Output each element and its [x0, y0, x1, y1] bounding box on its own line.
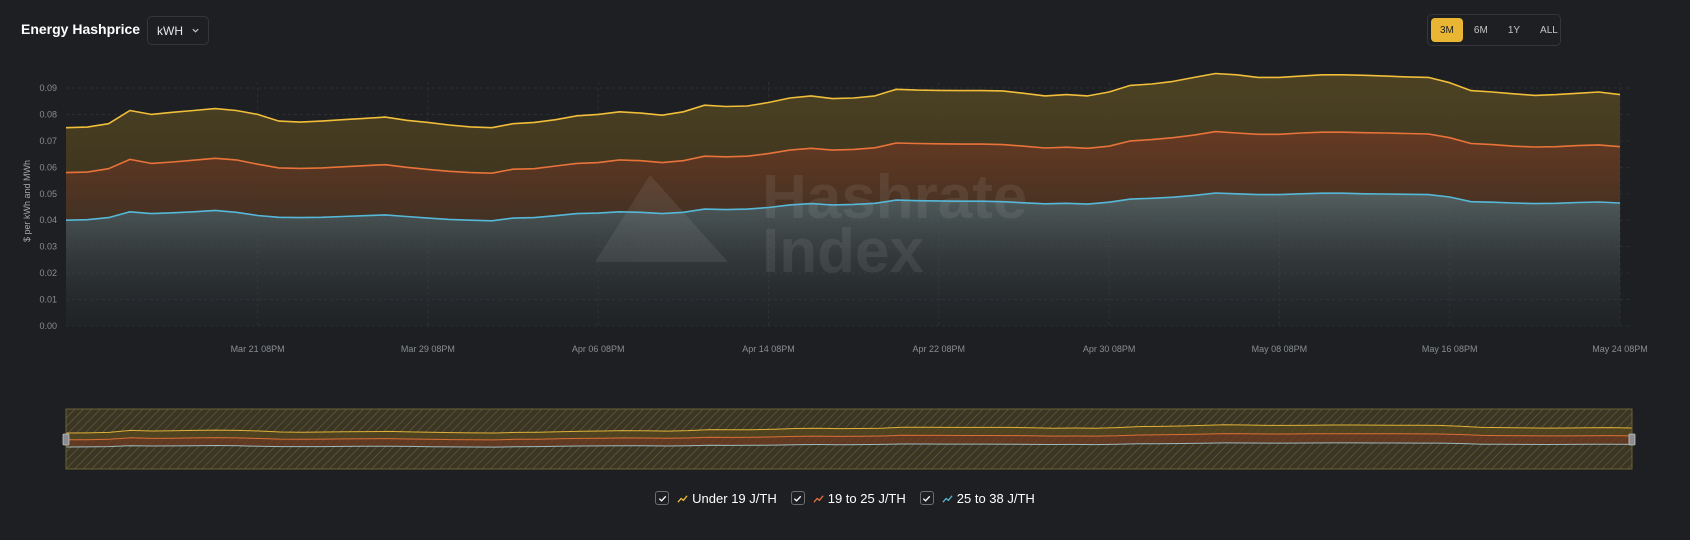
- legend-label: 19 to 25 J/TH: [827, 490, 906, 506]
- legend-item-19-to-25[interactable]: 19 to 25 J/TH: [790, 488, 906, 508]
- time-range-selector: 3M 6M 1Y ALL: [1427, 14, 1561, 46]
- x-tick-label: May 24 08PM: [1592, 344, 1648, 354]
- watermark-mark: [595, 175, 728, 262]
- x-tick-label: May 08 08PM: [1252, 344, 1308, 354]
- x-tick-label: Apr 30 08PM: [1083, 344, 1136, 354]
- y-tick-label: 0.02: [39, 268, 57, 278]
- line-series-icon: [813, 493, 824, 504]
- x-tick-label: Apr 14 08PM: [742, 344, 795, 354]
- y-tick-label: 0.05: [39, 189, 57, 199]
- y-tick-label: 0.07: [39, 136, 57, 146]
- unit-dropdown[interactable]: kWH: [147, 16, 209, 45]
- checkbox-25-to-38[interactable]: [919, 491, 934, 505]
- y-tick-label: 0.00: [39, 321, 57, 331]
- navigator-line-25-to-38: [65, 442, 1633, 448]
- chart-legend: Under 19 J/TH 19 to 25 J/TH 25 to 38 J/T…: [0, 488, 1690, 508]
- legend-item-25-to-38[interactable]: 25 to 38 J/TH: [919, 488, 1035, 508]
- navigator-handle-right[interactable]: [1628, 433, 1636, 446]
- checkmark-icon: [923, 495, 931, 502]
- chevron-down-icon: [192, 28, 199, 33]
- y-tick-label: 0.09: [39, 83, 57, 93]
- hashprice-chart: 0.00 0.01 0.02 0.03 0.04 0.05 0.06 0.07 0.08 0.09…: [22, 72, 1648, 470]
- legend-item-under-19[interactable]: Under 19 J/TH: [655, 488, 777, 508]
- y-tick-label: 0.03: [39, 242, 57, 252]
- x-tick-label: Mar 21 08PM: [231, 344, 285, 354]
- y-tick-label: 0.04: [39, 215, 57, 225]
- navigator-area-19-to-25: [66, 433, 1632, 448]
- navigator-area-under-19: [66, 424, 1632, 440]
- area-19-to-25: [66, 131, 1620, 221]
- line-series-icon: [942, 493, 953, 504]
- range-1y-button[interactable]: 1Y: [1507, 24, 1521, 36]
- series-line-25-to-38: [65, 192, 1621, 222]
- navigator-handle-left[interactable]: [62, 433, 70, 446]
- unit-dropdown-value: kWH: [157, 23, 183, 38]
- y-tick-label: 0.01: [39, 295, 57, 305]
- y-axis-label: $ per kWh and MWh: [22, 160, 32, 242]
- x-tick-label: Apr 06 08PM: [572, 344, 625, 354]
- range-all-button[interactable]: ALL: [1540, 24, 1558, 36]
- x-tick-label: Mar 29 08PM: [401, 344, 455, 354]
- area-25-to-38: [66, 193, 1620, 326]
- legend-label: 25 to 38 J/TH: [956, 490, 1035, 506]
- y-tick-label: 0.06: [39, 162, 57, 172]
- watermark-text: Hashrate: [762, 163, 1027, 232]
- checkbox-19-to-25[interactable]: [790, 491, 805, 505]
- watermark-text: Index: [762, 217, 924, 286]
- series-line-19-to-25: [65, 130, 1621, 174]
- x-tick-label: Apr 22 08PM: [913, 344, 966, 354]
- checkmark-icon: [658, 495, 666, 502]
- range-3m-button[interactable]: 3M: [1431, 18, 1463, 42]
- checkbox-under-19[interactable]: [655, 491, 670, 505]
- legend-label: Under 19 J/TH: [692, 490, 777, 506]
- checkmark-icon: [794, 495, 802, 502]
- x-tick-label: May 16 08PM: [1422, 344, 1478, 354]
- series-line-under-19: [65, 72, 1621, 129]
- range-6m-button[interactable]: 6M: [1473, 24, 1488, 36]
- area-under-19: [66, 73, 1620, 174]
- line-series-icon: [677, 493, 688, 504]
- page-title: Energy Hashprice: [21, 21, 141, 37]
- y-tick-label: 0.08: [39, 109, 57, 119]
- navigator-line-under-19: [65, 424, 1633, 434]
- navigator-line-19-to-25: [65, 433, 1633, 441]
